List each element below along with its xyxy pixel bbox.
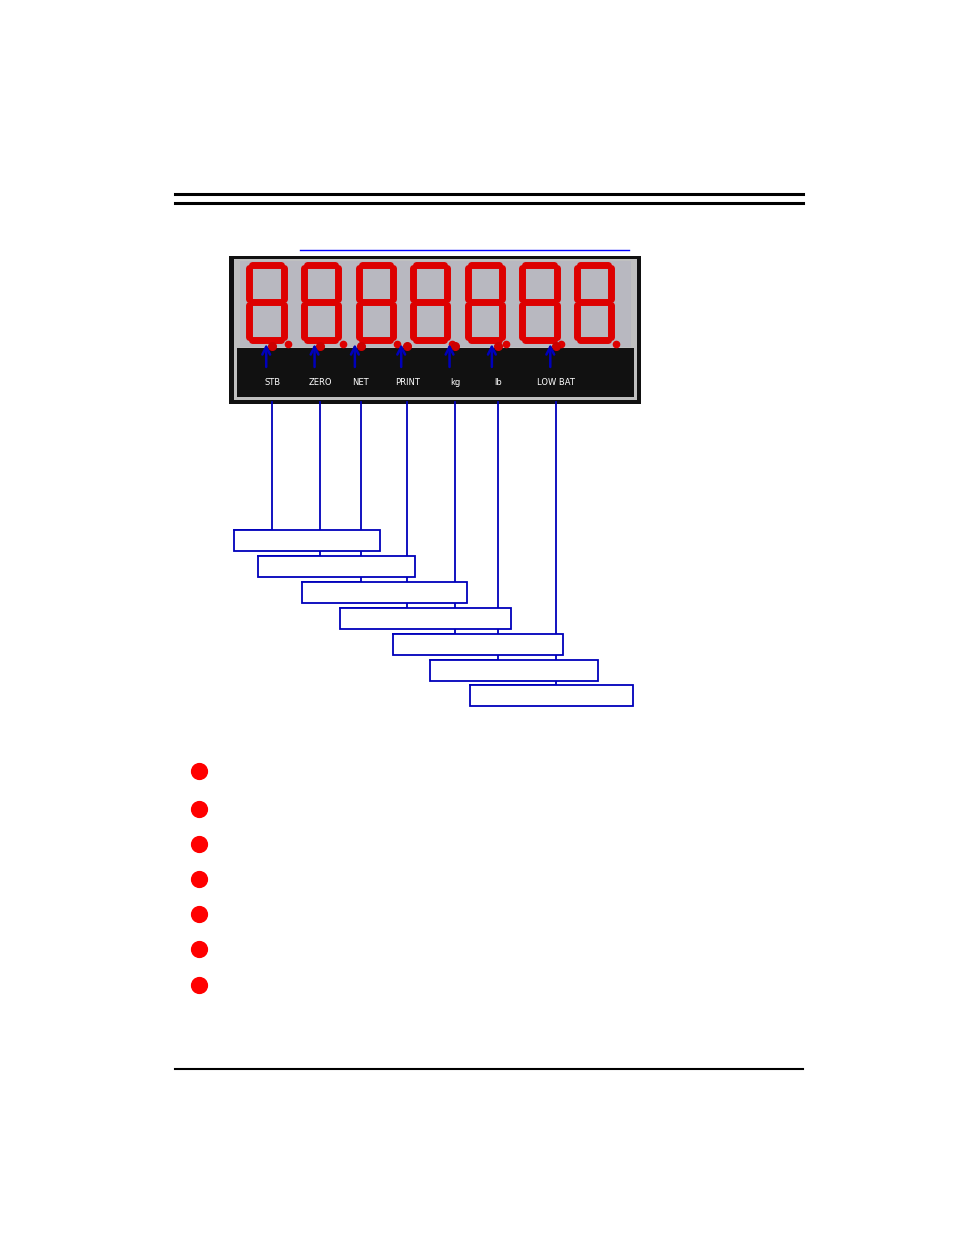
- Bar: [393, 634, 562, 655]
- Bar: [429, 659, 598, 680]
- Text: LOW BAT: LOW BAT: [537, 378, 575, 388]
- Bar: [239, 262, 630, 347]
- Text: lb: lb: [494, 378, 501, 388]
- Bar: [258, 556, 415, 577]
- Bar: [229, 256, 640, 404]
- Bar: [233, 531, 379, 551]
- Text: NET: NET: [352, 378, 369, 388]
- Text: STB: STB: [264, 378, 280, 388]
- Text: kg: kg: [450, 378, 460, 388]
- Text: PRINT: PRINT: [395, 378, 419, 388]
- Bar: [470, 685, 633, 706]
- Text: ZERO: ZERO: [309, 378, 332, 388]
- Bar: [339, 609, 511, 630]
- Bar: [236, 348, 633, 398]
- Bar: [233, 259, 637, 400]
- Bar: [301, 582, 466, 603]
